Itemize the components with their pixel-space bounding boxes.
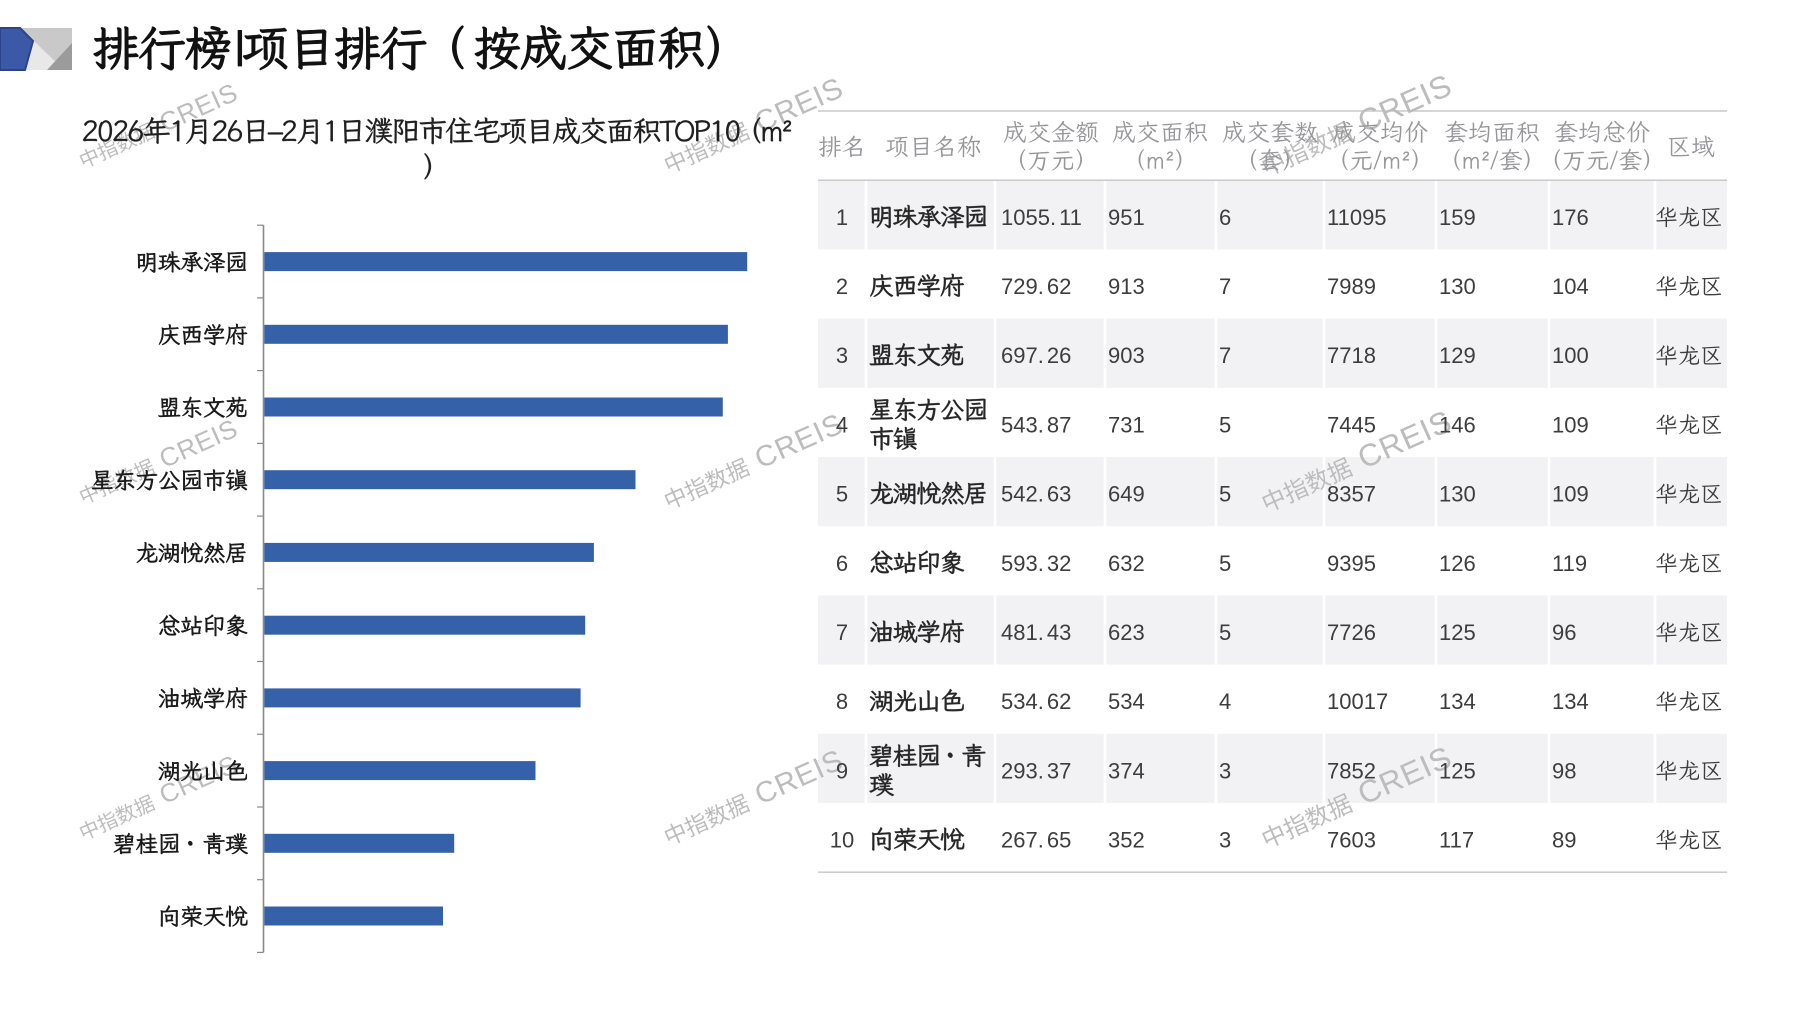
svg-text:10: 10	[830, 828, 854, 853]
svg-text:100: 100	[1552, 343, 1589, 368]
svg-text:951: 951	[1108, 205, 1145, 230]
svg-text:126: 126	[1439, 551, 1476, 576]
svg-text:649: 649	[1108, 482, 1145, 507]
svg-text:3: 3	[1219, 758, 1231, 783]
svg-text:374: 374	[1108, 758, 1145, 783]
svg-text:543.87: 543. 87	[1001, 412, 1071, 437]
svg-text:481.43: 481. 43	[1001, 620, 1071, 645]
svg-text:267.65: 267. 65	[1001, 828, 1071, 853]
svg-text:6: 6	[836, 551, 848, 576]
svg-text:109: 109	[1552, 412, 1589, 437]
svg-text:352: 352	[1108, 828, 1145, 853]
svg-text:5: 5	[1219, 620, 1231, 645]
svg-text:7: 7	[1219, 343, 1231, 368]
svg-text:7718: 7718	[1327, 343, 1376, 368]
svg-text:1055.11: 1055. 11	[1001, 205, 1082, 230]
svg-text:5: 5	[1219, 551, 1231, 576]
svg-text:134: 134	[1552, 689, 1589, 714]
svg-text:7603: 7603	[1327, 828, 1376, 853]
svg-text:96: 96	[1552, 620, 1576, 645]
svg-text:125: 125	[1439, 620, 1476, 645]
svg-text:146: 146	[1439, 412, 1476, 437]
svg-text:125: 125	[1439, 758, 1476, 783]
svg-text:3: 3	[1219, 828, 1231, 853]
svg-text:5: 5	[1219, 412, 1231, 437]
svg-text:534: 534	[1108, 689, 1145, 714]
svg-text:4: 4	[1219, 689, 1231, 714]
svg-text:117: 117	[1439, 828, 1474, 853]
svg-text:903: 903	[1108, 343, 1145, 368]
svg-text:729.62: 729. 62	[1001, 274, 1071, 299]
svg-text:697.26: 697. 26	[1001, 343, 1071, 368]
svg-text:7989: 7989	[1327, 274, 1376, 299]
svg-text:632: 632	[1108, 551, 1145, 576]
svg-text:119: 119	[1552, 551, 1587, 576]
svg-text:7852: 7852	[1327, 758, 1376, 783]
svg-text:7726: 7726	[1327, 620, 1376, 645]
svg-text:731: 731	[1108, 412, 1145, 437]
svg-text:130: 130	[1439, 274, 1476, 299]
svg-text:7: 7	[836, 620, 848, 645]
svg-text:534.62: 534. 62	[1001, 689, 1071, 714]
svg-text:130: 130	[1439, 482, 1476, 507]
svg-text:3: 3	[836, 343, 848, 368]
svg-text:2: 2	[836, 274, 848, 299]
svg-text:9395: 9395	[1327, 551, 1376, 576]
svg-text:176: 176	[1552, 205, 1589, 230]
svg-text:4: 4	[836, 412, 848, 437]
svg-text:623: 623	[1108, 620, 1145, 645]
svg-text:7445: 7445	[1327, 412, 1376, 437]
svg-text:293.37: 293. 37	[1001, 758, 1071, 783]
svg-text:593.32: 593. 32	[1001, 551, 1071, 576]
svg-text:159: 159	[1439, 205, 1476, 230]
svg-text:9: 9	[836, 758, 848, 783]
svg-text:8357: 8357	[1327, 482, 1376, 507]
svg-text:913: 913	[1108, 274, 1145, 299]
svg-text:1: 1	[836, 205, 848, 230]
svg-text:134: 134	[1439, 689, 1476, 714]
svg-text:109: 109	[1552, 482, 1589, 507]
svg-text:6: 6	[1219, 205, 1231, 230]
svg-text:129: 129	[1439, 343, 1476, 368]
svg-text:7: 7	[1219, 274, 1231, 299]
svg-text:10017: 10017	[1327, 689, 1388, 714]
svg-text:5: 5	[1219, 482, 1231, 507]
svg-text:5: 5	[836, 482, 848, 507]
svg-text:98: 98	[1552, 758, 1576, 783]
svg-text:8: 8	[836, 689, 848, 714]
svg-text:89: 89	[1552, 828, 1576, 853]
svg-text:11095: 11095	[1327, 205, 1387, 230]
svg-text:104: 104	[1552, 274, 1589, 299]
svg-text:542.63: 542. 63	[1001, 482, 1071, 507]
